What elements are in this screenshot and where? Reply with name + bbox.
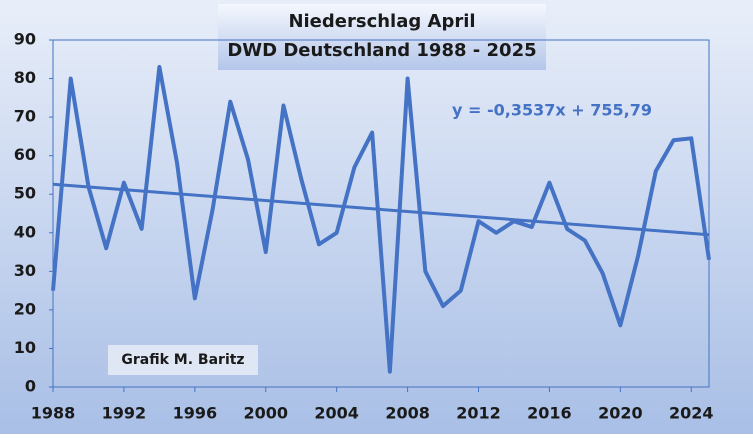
trend-equation: y = -0,3537x + 755,79 — [452, 101, 652, 120]
y-tick-label: 70 — [14, 107, 36, 126]
x-tick-label: 1988 — [31, 404, 76, 423]
x-tick-label: 2008 — [385, 404, 430, 423]
credit-box — [108, 345, 258, 375]
chart-subtitle: DWD Deutschland 1988 - 2025 — [227, 40, 536, 61]
x-tick-label: 2000 — [243, 404, 288, 423]
data-line — [51, 64, 711, 374]
x-tick-label: 2016 — [527, 404, 572, 423]
credit: Grafik M. Baritz — [121, 352, 244, 368]
plot-area — [52, 39, 710, 388]
chart-title: Niederschlag April — [288, 11, 475, 32]
y-tick-label: 90 — [14, 30, 36, 49]
y-tick-label: 0 — [25, 377, 36, 396]
x-tick-label: 2012 — [456, 404, 501, 423]
y-tick-label: 20 — [14, 299, 36, 318]
y-tick-label: 30 — [14, 261, 36, 280]
x-tick-label: 2024 — [669, 404, 714, 423]
title-box — [218, 4, 546, 70]
y-tick-label: 50 — [14, 184, 36, 203]
y-tick-label: 40 — [14, 222, 36, 241]
y-tick-label: 60 — [14, 145, 36, 164]
x-tick-label: 1992 — [102, 404, 147, 423]
y-tick-label: 10 — [14, 338, 36, 357]
y-tick-label: 80 — [14, 68, 36, 87]
x-tick-label: 2020 — [598, 404, 643, 423]
x-tick-label: 2004 — [314, 404, 359, 423]
trend-line — [52, 182, 710, 237]
x-tick-label: 1996 — [173, 404, 218, 423]
